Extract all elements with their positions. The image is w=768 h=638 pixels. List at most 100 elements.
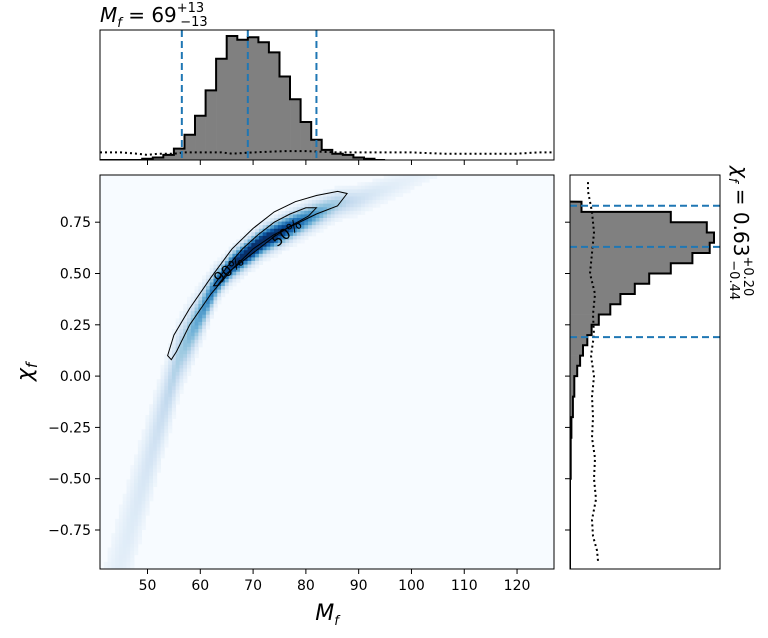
heatmap-cell <box>361 210 366 215</box>
heatmap-cell <box>379 185 385 190</box>
heatmap-cell <box>236 264 241 269</box>
heatmap-cell <box>281 235 286 240</box>
heatmap-cell <box>175 389 180 394</box>
heatmap-cell <box>171 386 177 391</box>
heatmap-cell <box>383 196 388 201</box>
heatmap-cell <box>134 504 139 509</box>
heatmap-cell <box>406 189 411 194</box>
heatmap-cell <box>152 440 158 445</box>
heatmap-cell <box>115 529 120 534</box>
heatmap-cell <box>202 293 207 298</box>
heatmap-cell <box>152 389 158 394</box>
heatmap-cell <box>304 210 309 215</box>
heatmap-cell <box>213 268 218 273</box>
heatmap-cell <box>149 450 154 455</box>
heatmap-cell <box>277 210 282 215</box>
heatmap-cell <box>417 175 422 179</box>
heatmap-cell <box>168 375 173 380</box>
heatmap-cell <box>300 225 305 230</box>
heatmap-cell <box>183 329 188 333</box>
heatmap-cell <box>179 325 184 330</box>
right-hist-bar <box>570 345 583 356</box>
heatmap-cell <box>137 479 143 484</box>
heatmap-cell <box>213 300 218 305</box>
heatmap-cell <box>349 200 354 205</box>
heatmap-cell <box>323 214 328 219</box>
heatmap-cell <box>391 196 396 201</box>
heatmap-cell <box>345 185 351 190</box>
heatmap-cell <box>130 500 135 505</box>
heatmap-cell <box>134 475 139 480</box>
heatmap-cell <box>376 182 381 187</box>
heatmap-cell <box>183 346 188 351</box>
heatmap-cell <box>126 533 131 538</box>
heatmap-cell <box>134 522 139 527</box>
heatmap-cell <box>311 200 317 205</box>
heatmap-cell <box>383 185 388 190</box>
heatmap-cell <box>258 257 264 262</box>
heatmap-cell <box>289 228 294 233</box>
heatmap-cell <box>345 207 351 212</box>
heatmap-cell <box>209 275 214 280</box>
heatmap-cell <box>232 246 237 251</box>
heatmap-cell <box>168 400 173 405</box>
heatmap-cell <box>168 379 173 384</box>
heatmap-cell <box>171 368 177 373</box>
top-prior-curve <box>100 150 554 156</box>
heatmap-cell <box>357 196 362 201</box>
heatmap-cell <box>213 293 218 298</box>
heatmap-cell <box>311 217 317 222</box>
heatmap-cell <box>137 526 143 530</box>
heatmap-cell <box>205 321 211 326</box>
heatmap-cell <box>156 425 161 430</box>
heatmap-cell <box>315 228 320 233</box>
heatmap-cell <box>187 357 192 362</box>
heatmap-cell <box>368 192 373 197</box>
heatmap-cell <box>308 221 313 226</box>
heatmap-cell <box>274 239 279 244</box>
heatmap-cell <box>134 461 139 466</box>
heatmap-cell <box>224 282 230 287</box>
heatmap-cell <box>349 192 354 197</box>
heatmap-cell <box>258 232 264 237</box>
heatmap-cell <box>300 214 305 219</box>
heatmap-cell <box>126 536 131 541</box>
heatmap-cell <box>213 282 218 287</box>
heatmap-cell <box>296 221 301 226</box>
heatmap-cell <box>311 196 317 201</box>
heatmap-cell <box>179 368 184 373</box>
heatmap-cell <box>387 192 392 197</box>
top-marginal-background <box>100 30 554 160</box>
heatmap-cell <box>224 260 230 265</box>
heatmap-cell <box>432 175 438 179</box>
heatmap-cell <box>202 332 207 337</box>
heatmap-cell <box>247 264 252 269</box>
heatmap-cell <box>364 200 370 205</box>
heatmap-cell <box>130 486 135 491</box>
heatmap-cell <box>194 314 199 319</box>
heatmap-cell <box>202 275 207 280</box>
heatmap-cell <box>217 278 222 283</box>
heatmap-cell <box>349 203 354 208</box>
heatmap-cell <box>395 175 400 179</box>
heatmap-cell <box>179 336 184 341</box>
heatmap-cell <box>137 468 143 473</box>
heatmap-cell <box>236 271 241 276</box>
heatmap-cell <box>156 407 161 412</box>
heatmap-cell <box>319 214 324 219</box>
heatmap-cell <box>379 192 385 197</box>
heatmap-cell <box>122 561 127 566</box>
heatmap-cell <box>171 372 177 376</box>
heatmap-cell <box>198 300 203 305</box>
heatmap-cell <box>149 486 154 491</box>
heatmap-cell <box>137 511 143 516</box>
heatmap-cell <box>122 543 127 548</box>
heatmap-cell <box>251 268 256 273</box>
heatmap-cell <box>115 565 120 569</box>
heatmap-cell <box>175 393 180 398</box>
heatmap-cell <box>357 203 362 208</box>
heatmap-cell <box>149 461 154 466</box>
heatmap-cell <box>160 418 165 423</box>
heatmap-cell <box>292 207 298 212</box>
heatmap-cell <box>205 325 211 330</box>
